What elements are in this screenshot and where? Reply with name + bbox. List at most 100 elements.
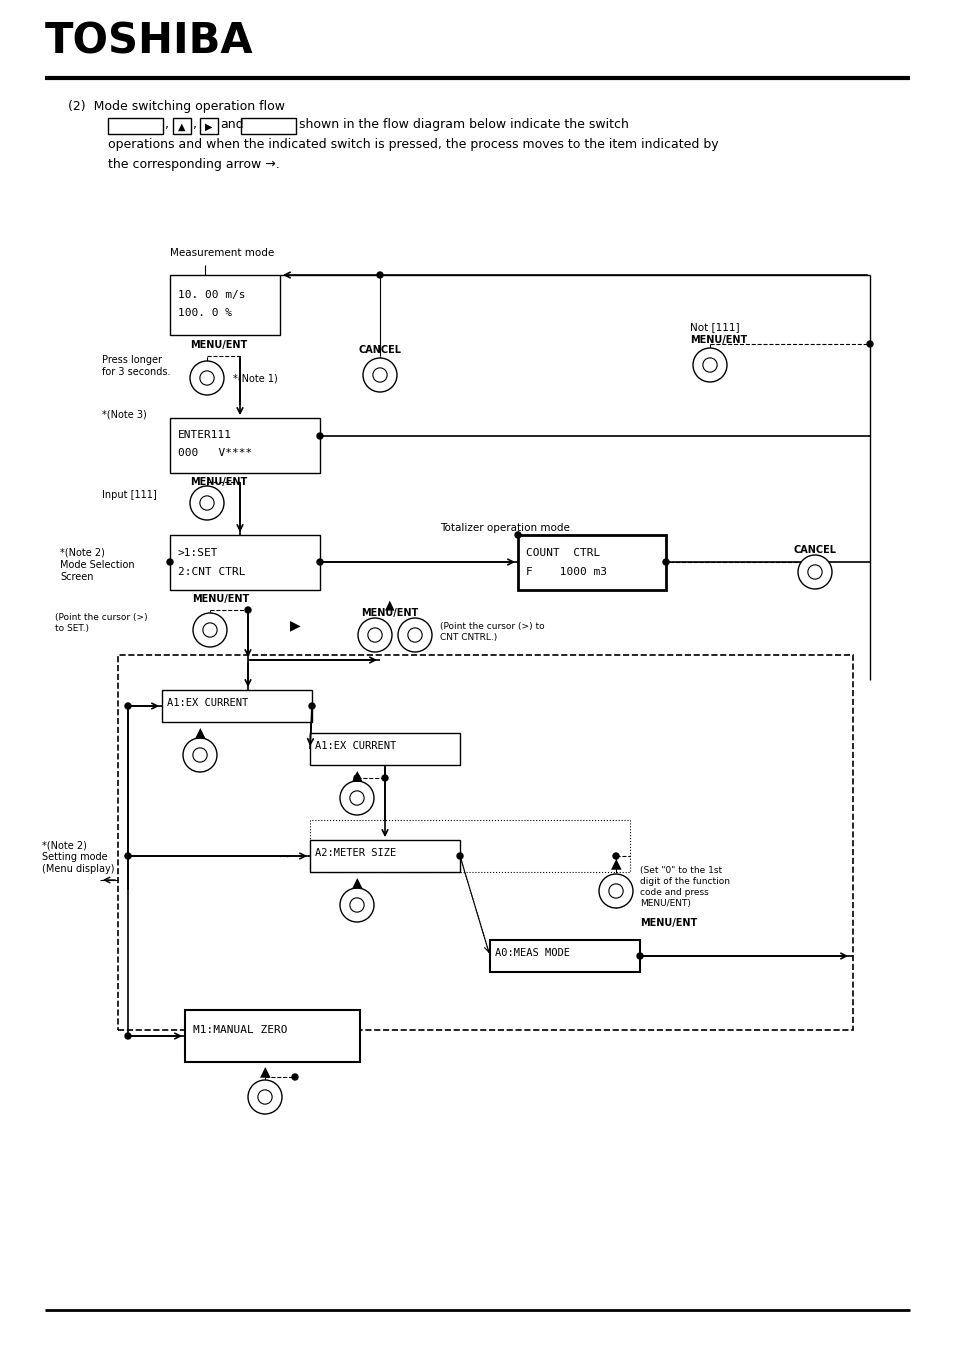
Circle shape: [866, 342, 872, 347]
Text: ▲: ▲: [352, 768, 362, 782]
Text: A1:EX CURRENT: A1:EX CURRENT: [167, 698, 248, 707]
Circle shape: [350, 791, 364, 805]
Text: Not [111]: Not [111]: [689, 323, 739, 332]
Bar: [162, 690, 312, 722]
Text: F    1000 m3: F 1000 m3: [525, 567, 606, 576]
Circle shape: [199, 371, 213, 385]
Text: for 3 seconds.: for 3 seconds.: [102, 367, 171, 377]
Text: >1:SET: >1:SET: [178, 548, 218, 558]
Circle shape: [248, 1080, 282, 1114]
Text: ~: ~: [278, 849, 291, 864]
Circle shape: [316, 433, 323, 439]
Circle shape: [167, 559, 172, 566]
Circle shape: [363, 358, 396, 391]
Text: MENU/ENT: MENU/ENT: [689, 335, 746, 346]
Circle shape: [608, 884, 622, 898]
Text: ▲: ▲: [610, 856, 620, 869]
Text: (Point the cursor (>) to: (Point the cursor (>) to: [439, 622, 544, 630]
Circle shape: [662, 559, 668, 566]
Circle shape: [190, 486, 224, 520]
Text: Measurement mode: Measurement mode: [170, 248, 274, 258]
Circle shape: [373, 367, 387, 382]
Circle shape: [357, 618, 392, 652]
Text: MENU/ENT): MENU/ENT): [639, 899, 690, 909]
Circle shape: [515, 532, 520, 539]
Bar: [170, 418, 319, 472]
Text: *(Note 1): *(Note 1): [233, 374, 277, 383]
Circle shape: [702, 358, 717, 373]
Text: the corresponding arrow →.: the corresponding arrow →.: [108, 158, 279, 171]
Text: (Point the cursor (>): (Point the cursor (>): [55, 613, 148, 622]
Circle shape: [316, 559, 323, 566]
Bar: [241, 117, 295, 134]
Circle shape: [193, 613, 227, 647]
Text: operations and when the indicated switch is pressed, the process moves to the it: operations and when the indicated switch…: [108, 138, 718, 151]
Bar: [170, 275, 280, 335]
Circle shape: [350, 898, 364, 913]
Text: MENU/ENT: MENU/ENT: [190, 477, 247, 487]
Text: *(Note 2): *(Note 2): [42, 840, 87, 850]
Circle shape: [397, 618, 432, 652]
Text: 100. 0 %: 100. 0 %: [178, 308, 232, 319]
Text: Input [111]: Input [111]: [102, 490, 156, 500]
Circle shape: [190, 360, 224, 396]
Text: (Menu display): (Menu display): [42, 864, 114, 873]
Text: COUNT  CTRL: COUNT CTRL: [525, 548, 599, 558]
Bar: [310, 819, 629, 872]
Text: A0:MEAS MODE: A0:MEAS MODE: [495, 948, 569, 958]
Text: Screen: Screen: [60, 572, 93, 582]
Text: MENU/ENT: MENU/ENT: [639, 918, 697, 927]
Circle shape: [797, 555, 831, 589]
Circle shape: [354, 775, 359, 782]
Text: ENTER111: ENTER111: [178, 431, 232, 440]
Text: ▲: ▲: [194, 725, 205, 738]
Circle shape: [408, 628, 421, 643]
Bar: [490, 940, 639, 972]
Text: and: and: [220, 117, 243, 131]
Circle shape: [368, 628, 382, 643]
Text: Press longer: Press longer: [102, 355, 162, 364]
Text: ,: ,: [165, 117, 169, 131]
Circle shape: [193, 748, 207, 763]
Circle shape: [376, 271, 382, 278]
Text: ▲: ▲: [259, 1064, 270, 1079]
Text: Totalizer operation mode: Totalizer operation mode: [439, 522, 569, 533]
Text: A1:EX CURRENT: A1:EX CURRENT: [314, 741, 395, 751]
Text: *(Note 2): *(Note 2): [60, 548, 105, 558]
Circle shape: [203, 622, 217, 637]
Text: code and press: code and press: [639, 888, 708, 896]
Bar: [185, 1010, 359, 1062]
Circle shape: [456, 853, 462, 859]
Text: CANCEL: CANCEL: [358, 346, 401, 355]
Text: 10. 00 m/s: 10. 00 m/s: [178, 290, 245, 300]
Bar: [108, 117, 163, 134]
Text: to SET.): to SET.): [55, 624, 89, 633]
Text: ▲: ▲: [178, 122, 186, 132]
Text: Setting mode: Setting mode: [42, 852, 108, 863]
Circle shape: [125, 703, 131, 709]
Circle shape: [339, 782, 374, 815]
Text: ▲: ▲: [352, 875, 362, 890]
Text: ▶: ▶: [290, 618, 300, 632]
Text: Mode Selection: Mode Selection: [60, 560, 134, 570]
Text: MENU/ENT: MENU/ENT: [190, 340, 247, 350]
Text: CNT CNTRL.): CNT CNTRL.): [439, 633, 497, 643]
Bar: [170, 535, 319, 590]
Text: digit of the function: digit of the function: [639, 878, 729, 886]
Circle shape: [257, 1089, 272, 1104]
Text: A2:METER SIZE: A2:METER SIZE: [314, 848, 395, 859]
Circle shape: [292, 1075, 297, 1080]
Text: *(Note 3): *(Note 3): [102, 410, 147, 420]
Bar: [200, 117, 218, 134]
Text: MENU/ENT: MENU/ENT: [192, 594, 249, 603]
Circle shape: [807, 564, 821, 579]
Text: CANCEL: CANCEL: [793, 545, 836, 555]
Bar: [517, 535, 665, 590]
Text: M1:MANUAL ZERO: M1:MANUAL ZERO: [193, 1025, 287, 1035]
Text: ▶: ▶: [205, 122, 213, 132]
Circle shape: [339, 888, 374, 922]
Circle shape: [125, 853, 131, 859]
Bar: [172, 117, 191, 134]
Circle shape: [692, 348, 726, 382]
Circle shape: [125, 1033, 131, 1040]
